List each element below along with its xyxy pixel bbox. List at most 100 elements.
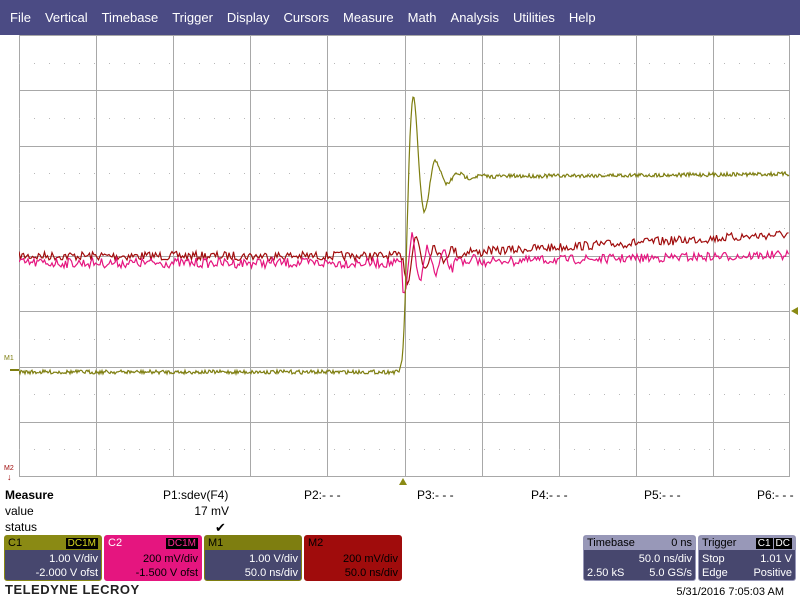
channel-c2-descriptor[interactable]: C2 DC1M 200 mV/div -1.500 V ofst [104, 535, 202, 581]
graticule-dot [769, 394, 770, 395]
graticule-dot [34, 394, 35, 395]
graticule-dot [244, 449, 245, 450]
m1-level-tick [10, 369, 19, 371]
graticule-dot [724, 228, 725, 229]
graticule-dot [559, 449, 560, 450]
trigger-mode: Stop [702, 553, 725, 565]
graticule-dot [94, 63, 95, 64]
graticule-dot [514, 118, 515, 119]
graticule-dot [94, 284, 95, 285]
menu-help[interactable]: Help [568, 10, 596, 25]
graticule-dot [679, 228, 680, 229]
graticule-dot [379, 173, 380, 174]
measure-value-label: value [5, 504, 34, 518]
graticule-dot [319, 173, 320, 174]
menu-vertical[interactable]: Vertical [44, 10, 88, 25]
graticule-dot [694, 173, 695, 174]
trigger-level-marker[interactable] [791, 307, 798, 315]
graticule-dot [259, 228, 260, 229]
menu-measure[interactable]: Measure [343, 10, 394, 25]
menu-display[interactable]: Display [226, 10, 270, 25]
menu-trigger[interactable]: Trigger [172, 10, 213, 25]
graticule-dot [319, 449, 320, 450]
param-p6[interactable]: P6:- - - [757, 488, 794, 502]
param-p1[interactable]: P1:sdev(F4) [163, 488, 229, 502]
graticule-dot [379, 284, 380, 285]
graticule-dot [49, 449, 50, 450]
c1-coupling-badge: DC1M [65, 537, 98, 549]
graticule-dot [634, 228, 635, 229]
graticule-dot [379, 394, 380, 395]
c2-trace [19, 232, 790, 294]
graticule-dot [244, 339, 245, 340]
timebase-samples: 2.50 kS [587, 567, 625, 579]
graticule-dot [199, 63, 200, 64]
datetime-display: 5/31/2016 7:05:03 AM [676, 586, 784, 598]
graticule-dot [754, 118, 755, 119]
graticule-dot [559, 63, 560, 64]
graticule-dot [289, 339, 290, 340]
graticule-dot [439, 228, 440, 229]
menu-analysis[interactable]: Analysis [450, 10, 499, 25]
graticule-dot [34, 63, 35, 64]
graticule-dot [289, 284, 290, 285]
menu-cursors[interactable]: Cursors [283, 10, 330, 25]
param-p3[interactable]: P3:- - - [417, 488, 454, 502]
trigger-time-marker[interactable] [399, 478, 407, 485]
graticule-dot [124, 394, 125, 395]
graticule-dot [664, 449, 665, 450]
m1-label: M1 [208, 537, 224, 549]
waveform-canvas[interactable] [19, 35, 790, 477]
graticule-dot [169, 394, 170, 395]
param-p4[interactable]: P4:- - - [531, 488, 568, 502]
graticule-dot [634, 394, 635, 395]
graticule-dot [634, 284, 635, 285]
m1-ground-marker[interactable]: M1 [4, 355, 14, 363]
graticule-dot [244, 118, 245, 119]
graticule-dot [229, 63, 230, 64]
graticule-dot [664, 394, 665, 395]
graticule-dot [529, 339, 530, 340]
math-m1-descriptor[interactable]: M1 1.00 V/div 50.0 ns/div [204, 535, 302, 581]
graticule-dot [394, 118, 395, 119]
trigger-descriptor[interactable]: Trigger C1 DC Stop 1.01 V Edge Positive [698, 535, 796, 581]
math-m2-descriptor[interactable]: M2 200 mV/div 50.0 ns/div [304, 535, 402, 581]
graticule-dot [784, 339, 785, 340]
m2-time: 50.0 ns/div [344, 567, 398, 579]
graticule-dot [379, 228, 380, 229]
graticule-dot [529, 173, 530, 174]
timebase-descriptor[interactable]: Timebase 0 ns 50.0 ns/div 2.50 kS 5.0 GS… [583, 535, 696, 581]
graticule-dot [604, 173, 605, 174]
graticule-dot [574, 394, 575, 395]
graticule-dot [454, 173, 455, 174]
graticule-dot [574, 339, 575, 340]
graticule-dot [289, 449, 290, 450]
graticule-dot [499, 118, 500, 119]
graticule-dot [19, 339, 20, 340]
graticule-dot [469, 449, 470, 450]
graticule-dot [409, 394, 410, 395]
menu-timebase[interactable]: Timebase [101, 10, 159, 25]
waveform-display[interactable] [19, 35, 790, 477]
graticule-dot [334, 63, 335, 64]
menu-math[interactable]: Math [407, 10, 437, 25]
param-p5[interactable]: P5:- - - [644, 488, 681, 502]
menu-utilities[interactable]: Utilities [512, 10, 555, 25]
channel-c1-descriptor[interactable]: C1 DC1M 1.00 V/div -2.000 V ofst [4, 535, 102, 581]
graticule-dot [379, 449, 380, 450]
graticule-dot [49, 173, 50, 174]
menu-file[interactable]: File [10, 10, 31, 25]
graticule-dot [619, 449, 620, 450]
graticule-dot [349, 63, 350, 64]
graticule-dot [304, 394, 305, 395]
graticule-dot [739, 173, 740, 174]
graticule-dot [469, 284, 470, 285]
graticule-dot [379, 118, 380, 119]
graticule-dot [514, 449, 515, 450]
param-p2[interactable]: P2:- - - [304, 488, 341, 502]
graticule-dot [499, 173, 500, 174]
graticule-dot [169, 173, 170, 174]
m2-ground-marker[interactable]: M2 [4, 465, 14, 473]
graticule-dot [34, 228, 35, 229]
graticule-dot [514, 173, 515, 174]
